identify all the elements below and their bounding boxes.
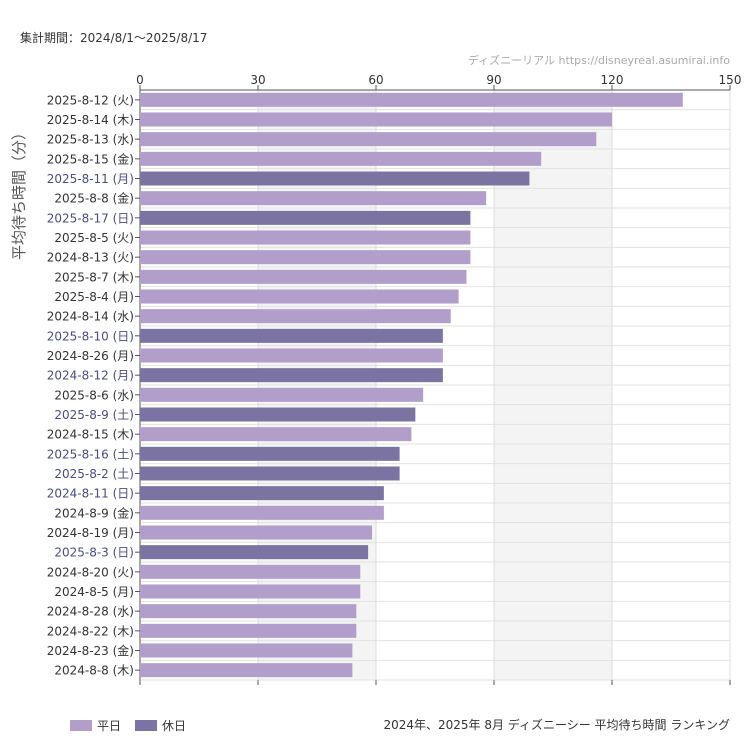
bar-weekday <box>140 525 373 540</box>
category-label: 2025-8-6 (水) <box>54 388 134 402</box>
legend-swatch-holiday <box>135 720 158 731</box>
bar-holiday <box>140 545 369 560</box>
bar-weekday <box>140 505 384 520</box>
legend-label-weekday: 平日 <box>97 719 122 733</box>
legend-item-weekday[interactable]: 平日 <box>70 717 121 734</box>
category-label: 2024-8-12 (月) <box>47 369 134 383</box>
bar-weekday <box>140 191 487 206</box>
bar-holiday <box>140 171 530 186</box>
legend-swatch-weekday <box>70 720 92 731</box>
bar-weekday <box>140 663 353 678</box>
category-label: 2024-8-13 (火) <box>47 251 134 265</box>
x-tick-label: 0 <box>136 73 144 87</box>
bar-holiday <box>140 486 384 501</box>
bar-weekday <box>140 643 353 658</box>
bar-holiday <box>140 368 443 383</box>
bar-weekday <box>140 112 612 127</box>
category-label: 2025-8-8 (金) <box>54 191 134 206</box>
legend: 平日 休日 <box>70 717 186 734</box>
aggregation-period: 集計期間：2024/8/1～2025/8/17 <box>20 31 208 45</box>
bar-weekday <box>140 289 459 304</box>
x-tick-label: 90 <box>486 73 501 87</box>
category-label: 2024-8-9 (金) <box>54 505 134 520</box>
category-label: 2025-8-7 (木) <box>54 270 134 284</box>
bar-weekday <box>140 564 361 579</box>
bar-weekday <box>140 604 357 619</box>
category-label: 2025-8-2 (土) <box>54 467 134 481</box>
category-label: 2025-8-15 (金) <box>47 151 134 166</box>
bar-weekday <box>140 151 542 166</box>
category-label: 2025-8-12 (火) <box>47 93 134 107</box>
category-label: 2025-8-4 (月) <box>54 290 134 304</box>
category-label: 2025-8-17 (日) <box>47 211 134 225</box>
bar-holiday <box>140 210 471 225</box>
category-label: 2024-8-23 (金) <box>47 643 134 658</box>
bar-weekday <box>140 250 471 265</box>
category-label: 2024-8-11 (日) <box>47 487 134 501</box>
x-tick-label: 60 <box>368 73 383 87</box>
bar-holiday <box>140 466 400 481</box>
category-label: 2025-8-14 (木) <box>47 113 134 127</box>
category-label: 2024-8-20 (火) <box>47 565 134 579</box>
x-tick-label: 150 <box>719 73 742 87</box>
category-label: 2024-8-5 (月) <box>54 585 134 599</box>
bar-weekday <box>140 623 357 638</box>
site-credit: ディズニーリアル https://disneyreal.asumirai.inf… <box>467 54 730 67</box>
category-label: 2025-8-5 (火) <box>54 231 134 245</box>
bar-holiday <box>140 407 416 422</box>
bar-weekday <box>140 427 412 442</box>
category-label: 2024-8-15 (木) <box>47 428 134 442</box>
bar-weekday <box>140 92 683 107</box>
bar-weekday <box>140 309 451 324</box>
category-label: 2025-8-16 (土) <box>47 447 134 461</box>
legend-label-holiday: 休日 <box>162 719 187 733</box>
bar-weekday <box>140 584 361 599</box>
category-label: 2024-8-14 (水) <box>47 310 134 324</box>
category-label: 2024-8-22 (木) <box>47 624 134 638</box>
category-label: 2024-8-8 (木) <box>54 664 134 678</box>
bar-holiday <box>140 328 443 343</box>
bar-weekday <box>140 230 471 245</box>
category-label: 2024-8-28 (水) <box>47 605 134 619</box>
x-tick-label: 30 <box>250 73 265 87</box>
category-label: 2025-8-3 (日) <box>54 546 134 560</box>
bar-weekday <box>140 348 443 363</box>
legend-item-holiday[interactable]: 休日 <box>135 717 186 734</box>
category-label: 2024-8-19 (月) <box>47 526 134 540</box>
category-label: 2025-8-13 (水) <box>47 133 134 147</box>
chart-caption: 2024年、2025年 8月 ディズニーシー 平均待ち時間 ランキング <box>383 718 730 732</box>
category-label: 2025-8-11 (月) <box>47 172 134 186</box>
bar-holiday <box>140 446 400 461</box>
bar-weekday <box>140 269 467 284</box>
bar-weekday <box>140 132 597 147</box>
x-tick-label: 120 <box>601 73 624 87</box>
bar-weekday <box>140 387 424 402</box>
category-label: 2025-8-10 (日) <box>47 329 134 343</box>
category-label: 2025-8-9 (土) <box>54 408 134 422</box>
category-label: 2024-8-26 (月) <box>47 349 134 363</box>
